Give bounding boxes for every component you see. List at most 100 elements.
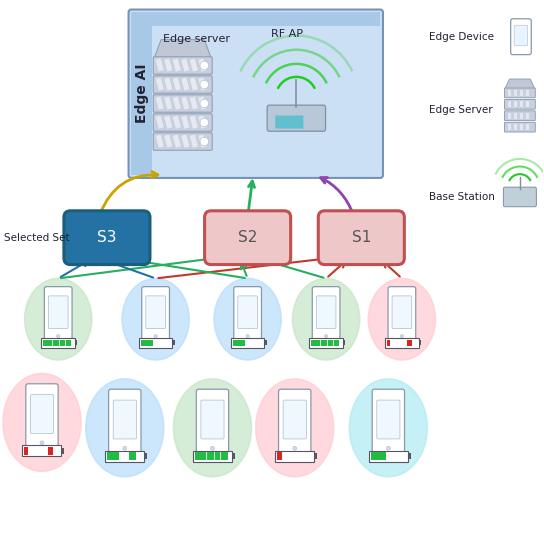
FancyArrowPatch shape: [241, 263, 246, 276]
Bar: [220, 452, 221, 460]
Bar: [520, 112, 523, 119]
Bar: [181, 97, 189, 110]
FancyBboxPatch shape: [153, 57, 212, 74]
Text: Base Station: Base Station: [429, 192, 495, 202]
Bar: [41, 338, 75, 347]
Bar: [140, 340, 153, 346]
Bar: [333, 340, 334, 346]
Ellipse shape: [256, 379, 333, 477]
FancyArrowPatch shape: [261, 258, 324, 278]
Bar: [199, 97, 206, 110]
Bar: [508, 102, 511, 108]
Bar: [214, 452, 215, 460]
Bar: [231, 338, 264, 347]
FancyBboxPatch shape: [142, 287, 170, 342]
Text: Edge Device: Edge Device: [429, 32, 494, 41]
FancyBboxPatch shape: [275, 115, 304, 128]
Bar: [514, 90, 517, 96]
Ellipse shape: [122, 278, 189, 360]
Bar: [193, 450, 232, 462]
Polygon shape: [505, 79, 535, 88]
FancyBboxPatch shape: [279, 389, 311, 455]
FancyBboxPatch shape: [504, 111, 535, 121]
Bar: [190, 116, 198, 129]
Bar: [277, 452, 282, 460]
Bar: [520, 102, 523, 108]
FancyArrowPatch shape: [102, 259, 153, 277]
FancyBboxPatch shape: [30, 395, 53, 434]
Bar: [311, 340, 339, 346]
Bar: [190, 58, 198, 72]
Ellipse shape: [349, 379, 428, 477]
Bar: [195, 452, 227, 460]
Bar: [407, 340, 412, 346]
Bar: [190, 78, 198, 91]
Bar: [275, 450, 314, 462]
FancyBboxPatch shape: [64, 211, 150, 265]
Text: Selected Set: Selected Set: [4, 233, 70, 242]
Bar: [343, 340, 345, 346]
FancyBboxPatch shape: [316, 296, 336, 329]
FancyBboxPatch shape: [153, 95, 212, 112]
Bar: [131, 12, 380, 26]
FancyArrowPatch shape: [61, 256, 213, 278]
Bar: [164, 116, 172, 129]
FancyBboxPatch shape: [504, 88, 535, 98]
Bar: [199, 78, 206, 91]
FancyBboxPatch shape: [48, 296, 68, 329]
Bar: [181, 78, 189, 91]
Bar: [508, 90, 511, 96]
Bar: [199, 116, 206, 129]
Bar: [181, 116, 189, 129]
Circle shape: [154, 335, 157, 338]
Text: Edge server: Edge server: [163, 34, 230, 44]
FancyArrowPatch shape: [60, 260, 89, 277]
FancyArrowPatch shape: [248, 181, 255, 214]
FancyBboxPatch shape: [196, 389, 228, 455]
FancyBboxPatch shape: [514, 25, 528, 46]
FancyBboxPatch shape: [504, 122, 535, 132]
Bar: [526, 112, 529, 119]
Text: RF AP: RF AP: [271, 28, 303, 39]
Bar: [199, 58, 206, 72]
Bar: [310, 338, 343, 347]
Bar: [190, 134, 198, 147]
Circle shape: [200, 80, 208, 89]
FancyBboxPatch shape: [511, 19, 531, 55]
Bar: [508, 124, 511, 130]
Bar: [173, 134, 181, 147]
FancyBboxPatch shape: [109, 389, 141, 455]
Text: S3: S3: [97, 230, 116, 245]
Bar: [264, 340, 267, 346]
Bar: [526, 102, 529, 108]
Circle shape: [211, 446, 214, 450]
Bar: [199, 134, 206, 147]
Bar: [164, 78, 172, 91]
FancyBboxPatch shape: [377, 400, 400, 439]
Ellipse shape: [24, 278, 92, 360]
Bar: [156, 116, 164, 129]
FancyBboxPatch shape: [45, 287, 72, 342]
Bar: [75, 340, 77, 346]
FancyBboxPatch shape: [388, 287, 416, 342]
Ellipse shape: [3, 373, 81, 471]
FancyBboxPatch shape: [238, 296, 257, 329]
Text: Edge Server: Edge Server: [429, 105, 492, 115]
FancyBboxPatch shape: [283, 400, 306, 439]
Ellipse shape: [214, 278, 281, 360]
FancyBboxPatch shape: [113, 400, 137, 439]
FancyBboxPatch shape: [234, 287, 262, 342]
Bar: [129, 452, 135, 460]
FancyBboxPatch shape: [205, 211, 290, 265]
FancyBboxPatch shape: [153, 76, 212, 93]
FancyBboxPatch shape: [267, 105, 325, 131]
Bar: [526, 90, 529, 96]
Circle shape: [200, 99, 208, 108]
Bar: [156, 134, 164, 147]
Bar: [206, 452, 207, 460]
FancyArrowPatch shape: [328, 261, 345, 277]
Bar: [514, 112, 517, 119]
Bar: [232, 340, 245, 346]
Circle shape: [386, 446, 391, 450]
Bar: [52, 340, 53, 346]
